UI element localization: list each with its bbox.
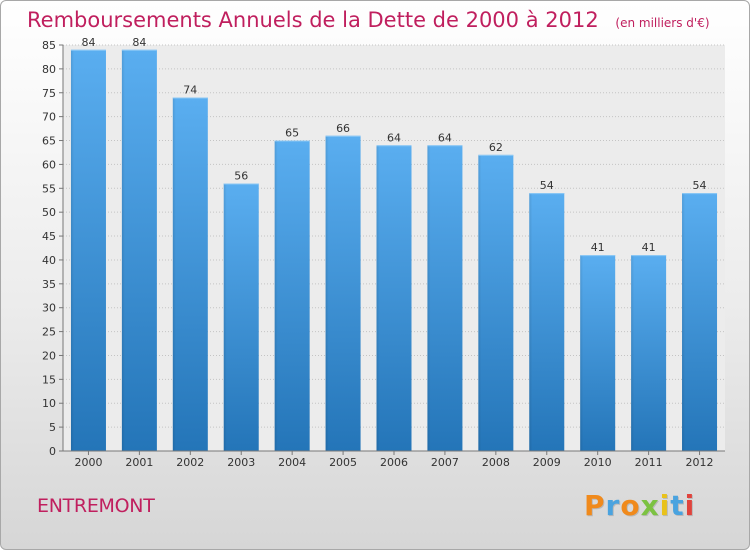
x-tick-label: 2005 bbox=[329, 456, 357, 469]
data-label: 64 bbox=[387, 131, 401, 144]
y-tick-label: 0 bbox=[49, 445, 56, 458]
y-tick-label: 15 bbox=[42, 373, 56, 386]
brand-logo-letter: P bbox=[584, 489, 606, 522]
data-label: 84 bbox=[81, 36, 95, 49]
bar-shade bbox=[580, 255, 584, 451]
y-tick-label: 25 bbox=[42, 326, 56, 339]
x-tick-label: 2008 bbox=[482, 456, 510, 469]
brand-logo: Proxiti bbox=[584, 489, 695, 522]
brand-logo-letter: i bbox=[684, 489, 696, 522]
y-axis: 0 5 10 15 20 25 30 35 40 45 50 55 60 65 70 75 80 85 bbox=[42, 39, 64, 458]
data-label: 41 bbox=[642, 241, 656, 254]
y-tick-label: 55 bbox=[42, 182, 56, 195]
data-label: 54 bbox=[693, 179, 707, 192]
x-tick-label: 2009 bbox=[533, 456, 561, 469]
data-label: 65 bbox=[285, 127, 299, 140]
bar-shade bbox=[427, 145, 431, 451]
bar bbox=[223, 183, 259, 452]
data-label: 84 bbox=[132, 36, 146, 49]
bar bbox=[172, 97, 208, 452]
bar bbox=[427, 145, 463, 451]
y-tick-label: 40 bbox=[42, 254, 56, 267]
data-label: 62 bbox=[489, 141, 503, 154]
y-tick-label: 45 bbox=[42, 230, 56, 243]
bar bbox=[580, 255, 616, 451]
chart-title-text: Remboursements Annuels de la Dette de 20… bbox=[27, 8, 599, 32]
brand-logo-letter: r bbox=[605, 489, 621, 522]
data-label: 66 bbox=[336, 122, 350, 135]
bar-shade bbox=[70, 49, 74, 452]
bar bbox=[682, 193, 718, 451]
y-tick-label: 60 bbox=[42, 158, 56, 171]
y-tick-label: 10 bbox=[42, 397, 56, 410]
x-tick-label: 2002 bbox=[176, 456, 204, 469]
x-tick-label: 2003 bbox=[227, 456, 255, 469]
chart-unit-label: (en milliers d'€) bbox=[615, 16, 710, 30]
x-tick-label: 2001 bbox=[125, 456, 153, 469]
y-tick-label: 85 bbox=[42, 39, 56, 52]
bar-shade bbox=[223, 183, 227, 452]
bar-shade bbox=[631, 255, 635, 451]
x-tick-label: 2006 bbox=[380, 456, 408, 469]
bars: 84 84 74 56 65 66 64 64 62 54 41 41 54 bbox=[70, 36, 718, 452]
bar bbox=[121, 49, 157, 452]
bar bbox=[478, 154, 514, 451]
brand-logo-letter: t bbox=[670, 489, 685, 522]
data-label: 41 bbox=[591, 241, 605, 254]
bar-shade bbox=[121, 49, 125, 452]
brand-logo-letter: x bbox=[640, 489, 660, 522]
bar-shade bbox=[274, 140, 278, 451]
data-label: 74 bbox=[183, 84, 197, 97]
y-tick-label: 5 bbox=[49, 421, 56, 434]
data-label: 56 bbox=[234, 170, 248, 183]
bar bbox=[376, 145, 412, 451]
bar-shade bbox=[325, 135, 329, 452]
bar-shade bbox=[172, 97, 176, 452]
x-tick-label: 2010 bbox=[584, 456, 612, 469]
brand-logo-letter: i bbox=[659, 489, 671, 522]
bar bbox=[70, 49, 106, 452]
data-label: 54 bbox=[540, 179, 554, 192]
y-tick-label: 20 bbox=[42, 349, 56, 362]
x-tick-label: 2004 bbox=[278, 456, 306, 469]
bar bbox=[631, 255, 667, 451]
x-tick-label: 2000 bbox=[74, 456, 102, 469]
commune-name: ENTREMONT bbox=[37, 495, 155, 517]
bar bbox=[325, 135, 361, 452]
bar bbox=[529, 193, 565, 451]
data-label: 64 bbox=[438, 131, 452, 144]
y-tick-label: 65 bbox=[42, 135, 56, 148]
bar-shade bbox=[682, 193, 686, 451]
y-tick-label: 70 bbox=[42, 111, 56, 124]
y-tick-label: 75 bbox=[42, 87, 56, 100]
x-tick-label: 2012 bbox=[686, 456, 714, 469]
bar-shade bbox=[478, 154, 482, 451]
x-tick-label: 2007 bbox=[431, 456, 459, 469]
bar-shade bbox=[376, 145, 380, 451]
y-tick-label: 30 bbox=[42, 302, 56, 315]
y-tick-label: 50 bbox=[42, 206, 56, 219]
chart-title: Remboursements Annuels de la Dette de 20… bbox=[27, 8, 710, 32]
bar-shade bbox=[529, 193, 533, 451]
y-tick-label: 35 bbox=[42, 278, 56, 291]
x-tick-label: 2011 bbox=[635, 456, 663, 469]
brand-logo-letter: o bbox=[620, 489, 641, 522]
bar bbox=[274, 140, 310, 451]
y-tick-label: 80 bbox=[42, 63, 56, 76]
x-axis: 2000 2001 2002 2003 2004 2005 2006 2007 2008 2009… bbox=[63, 450, 725, 469]
